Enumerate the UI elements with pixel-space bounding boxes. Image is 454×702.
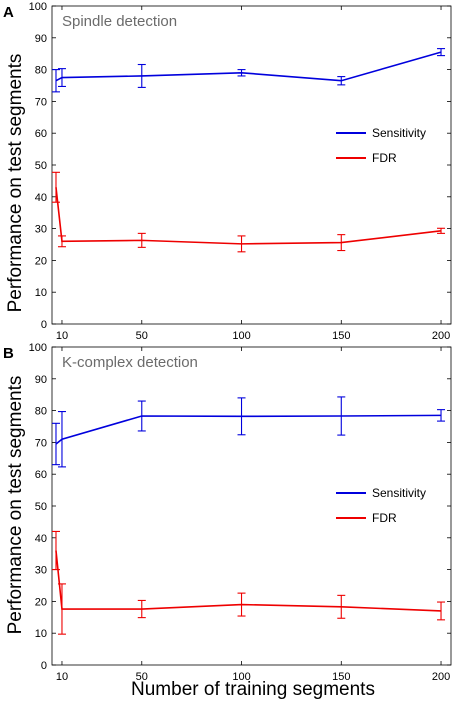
error-bar xyxy=(437,48,446,57)
error-bar xyxy=(237,592,246,617)
y-tick-label: 40 xyxy=(35,192,47,204)
y-tick-label: 80 xyxy=(35,406,47,418)
y-tick-label: 90 xyxy=(35,374,47,386)
series-line-fdr xyxy=(55,187,442,245)
y-tick-label: 100 xyxy=(29,1,47,13)
series-line-fdr xyxy=(55,550,442,612)
x-tick-label: 10 xyxy=(56,330,68,342)
y-tick-label: 10 xyxy=(35,628,47,640)
error-bar xyxy=(437,227,446,234)
error-bar xyxy=(237,397,246,436)
x-tick-label: 200 xyxy=(432,671,450,683)
y-tick-label: 60 xyxy=(35,128,47,140)
error-bar xyxy=(57,68,66,88)
error-bar xyxy=(437,601,446,621)
y-tick-label: 20 xyxy=(35,596,47,608)
chart-panel-a: 0 10 20 30 40 50 60 70 80 90 100 10 50 100 150 200 A Spin… xyxy=(3,1,452,342)
panel-title: Spindle detection xyxy=(62,13,177,30)
x-axis-label: Number of training segments xyxy=(131,679,375,700)
y-tick-label: 60 xyxy=(35,469,47,481)
error-bar xyxy=(51,171,60,203)
panel-title: K-complex detection xyxy=(62,354,198,371)
error-bar xyxy=(337,396,346,436)
y-tick-label: 30 xyxy=(35,224,47,236)
panel-letter: B xyxy=(3,345,14,362)
error-bar xyxy=(57,235,66,248)
plot-area-frame xyxy=(51,346,452,666)
x-tick-label: 10 xyxy=(56,671,68,683)
x-tick-label: 150 xyxy=(332,330,350,342)
y-tick-label: 100 xyxy=(29,342,47,354)
error-bar xyxy=(237,69,246,77)
x-tick-label: 50 xyxy=(136,330,148,342)
error-bar xyxy=(57,411,66,468)
y-tick-label: 80 xyxy=(35,65,47,77)
x-tick-label: 200 xyxy=(432,330,450,342)
y-tick-label: 40 xyxy=(35,533,47,545)
y-tick-label: 50 xyxy=(35,160,47,172)
error-bar xyxy=(137,400,146,432)
legend-label-fdr: FDR xyxy=(372,511,397,525)
error-bar xyxy=(137,63,146,88)
y-tick-label: 90 xyxy=(35,33,47,45)
series-line-sensitivity xyxy=(55,51,442,82)
error-bar xyxy=(337,76,346,86)
y-tick-label: 50 xyxy=(35,501,47,513)
y-tick-label: 30 xyxy=(35,565,47,577)
y-axis-label: Performance on test segments xyxy=(5,376,26,635)
error-bar xyxy=(51,530,60,571)
chart-panel-b: 0 10 20 30 40 50 60 70 80 90 100 10 50 100 150 200 B K-co… xyxy=(3,342,452,683)
y-tick-label: 0 xyxy=(41,660,47,672)
y-tick-label: 20 xyxy=(35,255,47,267)
x-tick-label: 100 xyxy=(232,671,250,683)
legend-label-sensitivity: Sensitivity xyxy=(372,126,426,140)
error-bar xyxy=(137,599,146,619)
error-bar xyxy=(337,594,346,619)
error-bar xyxy=(337,234,346,252)
y-tick-label: 0 xyxy=(41,319,47,331)
plot-area-frame xyxy=(51,5,452,325)
y-axis-label: Performance on test segments xyxy=(5,54,26,313)
x-tick-label: 50 xyxy=(136,671,148,683)
series-line-sensitivity xyxy=(55,414,442,445)
error-bar xyxy=(137,232,146,248)
y-tick-label: 10 xyxy=(35,287,47,299)
x-tick-label: 100 xyxy=(232,330,250,342)
error-bar xyxy=(437,409,446,422)
y-tick-label: 70 xyxy=(35,437,47,449)
y-tick-label: 70 xyxy=(35,96,47,108)
error-bar xyxy=(237,235,246,253)
legend-label-sensitivity: Sensitivity xyxy=(372,486,426,500)
error-bar xyxy=(57,583,66,635)
legend-label-fdr: FDR xyxy=(372,151,397,165)
x-tick-label: 150 xyxy=(332,671,350,683)
error-bar xyxy=(51,422,60,466)
panel-letter: A xyxy=(3,4,14,21)
error-bar xyxy=(51,69,60,93)
